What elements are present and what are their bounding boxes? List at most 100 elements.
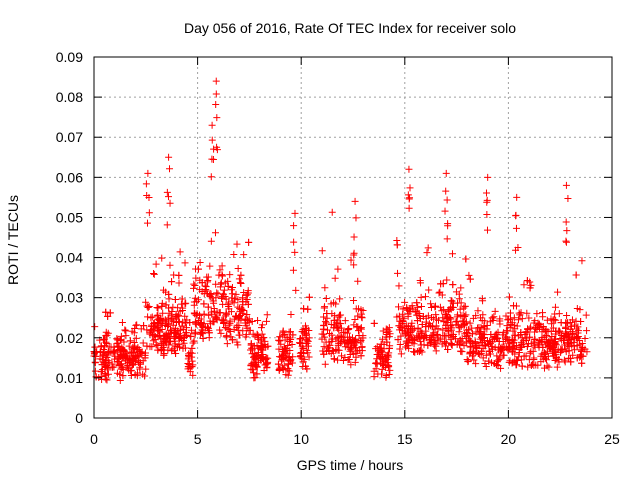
data-point — [482, 363, 490, 371]
data-point — [505, 340, 513, 348]
data-point — [402, 343, 410, 351]
data-point — [424, 244, 432, 252]
data-point — [219, 300, 227, 308]
data-point — [331, 274, 339, 282]
data-point — [460, 304, 468, 312]
data-point — [496, 317, 504, 325]
data-point — [518, 362, 526, 370]
data-point — [305, 353, 313, 361]
data-point — [322, 347, 330, 355]
data-point — [284, 360, 292, 368]
y-tick-label: 0 — [75, 410, 83, 426]
data-point — [228, 286, 236, 294]
data-point — [104, 364, 112, 372]
data-point — [322, 294, 330, 302]
data-point — [118, 363, 126, 371]
data-point — [220, 318, 228, 326]
data-point — [466, 319, 474, 327]
data-point — [443, 276, 451, 284]
data-point — [164, 314, 172, 322]
data-point — [208, 294, 216, 302]
data-point — [479, 297, 487, 305]
data-point — [147, 314, 155, 322]
data-point — [228, 290, 236, 298]
data-point — [210, 145, 218, 153]
data-point — [378, 365, 386, 373]
data-point — [493, 352, 501, 360]
data-point — [575, 327, 583, 335]
data-point — [552, 354, 560, 362]
data-point — [334, 265, 342, 273]
data-point — [531, 317, 539, 325]
data-point — [122, 327, 130, 335]
data-point — [299, 358, 307, 366]
data-point — [206, 262, 214, 270]
data-point — [211, 312, 219, 320]
data-point — [212, 77, 220, 85]
data-point — [243, 296, 251, 304]
data-point — [198, 287, 206, 295]
data-point — [248, 317, 256, 325]
data-point — [404, 310, 412, 318]
data-point — [299, 345, 307, 353]
data-point — [253, 353, 261, 361]
data-point — [234, 264, 242, 272]
data-point — [502, 312, 510, 320]
data-point — [282, 371, 290, 379]
data-point — [337, 320, 345, 328]
data-point — [136, 363, 144, 371]
data-point — [434, 325, 442, 333]
data-point — [518, 315, 526, 323]
data-point — [276, 333, 284, 341]
data-point — [143, 219, 151, 227]
data-point — [393, 313, 401, 321]
data-point — [350, 296, 358, 304]
data-point — [150, 331, 158, 339]
data-point — [303, 365, 311, 373]
data-point — [196, 258, 204, 266]
data-point — [442, 332, 450, 340]
data-point — [143, 342, 151, 350]
data-point — [572, 333, 580, 341]
data-point — [239, 294, 247, 302]
data-point — [354, 277, 362, 285]
data-point — [320, 343, 328, 351]
data-point — [304, 349, 312, 357]
data-point — [557, 331, 565, 339]
data-point — [176, 326, 184, 334]
data-point — [232, 312, 240, 320]
data-point — [370, 367, 378, 375]
data-point — [132, 334, 140, 342]
data-point — [405, 332, 413, 340]
data-point — [457, 312, 465, 320]
data-point — [350, 233, 358, 241]
data-point — [417, 293, 425, 301]
data-point — [216, 326, 224, 334]
data-point — [523, 277, 531, 285]
data-point — [244, 300, 252, 308]
data-point — [261, 341, 269, 349]
data-point — [444, 314, 452, 322]
data-point — [221, 279, 229, 287]
data-point — [422, 318, 430, 326]
data-point — [149, 323, 157, 331]
data-point — [562, 218, 570, 226]
data-point — [481, 359, 489, 367]
data-point — [426, 336, 434, 344]
data-point — [457, 299, 465, 307]
y-tick-label: 0.01 — [56, 370, 83, 386]
data-point — [382, 354, 390, 362]
data-point — [217, 280, 225, 288]
data-point — [476, 314, 484, 322]
y-tick-label: 0.06 — [56, 169, 83, 185]
data-point — [302, 339, 310, 347]
data-point — [417, 341, 425, 349]
data-point — [127, 371, 135, 379]
data-point — [569, 329, 577, 337]
data-point — [159, 309, 167, 317]
data-point — [490, 359, 498, 367]
data-point — [517, 329, 525, 337]
data-point — [413, 317, 421, 325]
x-tick-labels: 0 5 10 15 20 25 — [90, 431, 620, 447]
data-point — [528, 360, 536, 368]
